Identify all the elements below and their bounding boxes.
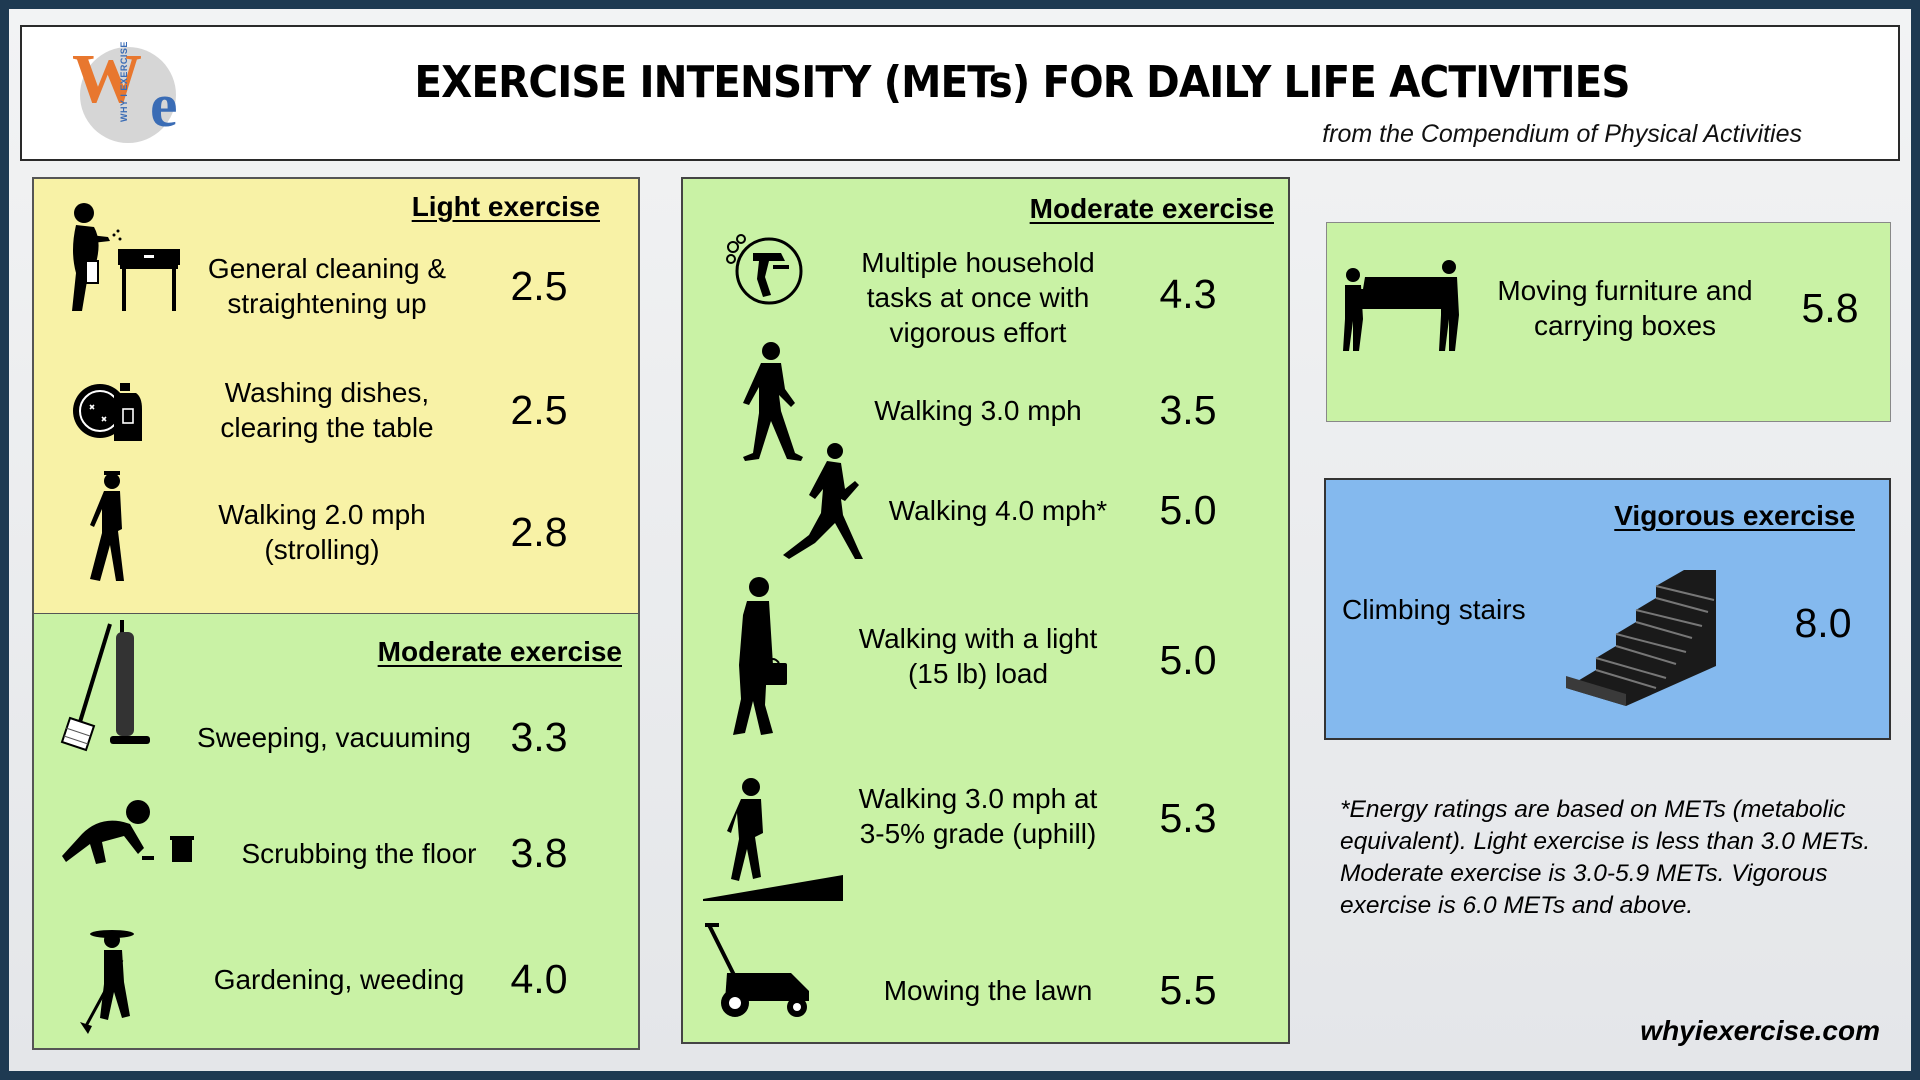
mets-walking-3mph: 3.5 — [1159, 387, 1217, 433]
lawn-mower-icon — [705, 923, 809, 1017]
stairs-icon — [1566, 570, 1716, 706]
activity-walking-3mph: Walking 3.0 mph — [874, 395, 1082, 426]
mets-sweeping: 3.3 — [510, 714, 568, 760]
moderate-exercise-heading-center: Moderate exercise — [1029, 193, 1274, 224]
moderate-exercise-heading-left: Moderate exercise — [377, 636, 622, 667]
broom-vacuum-icon — [60, 620, 150, 752]
light-exercise-panel: Light exercise General cleaning & straig… — [32, 177, 640, 615]
mets-washing-dishes: 2.5 — [510, 387, 568, 433]
moderate-exercise-panel-center: Moderate exercise Multiple household tas… — [681, 177, 1290, 1044]
page-subtitle: from the Compendium of Physical Activiti… — [1322, 120, 1802, 148]
page-title: EXERCISE INTENSITY (METs) FOR DAILY LIFE… — [414, 57, 1630, 108]
activity-household-tasks: Multiple household tasks at once with vi… — [861, 247, 1095, 348]
activity-climbing-stairs: Climbing stairs — [1342, 594, 1526, 625]
mets-walking-uphill: 5.3 — [1159, 795, 1217, 841]
website-url: whyiexercise.com — [1640, 1015, 1880, 1046]
activity-moving-furniture: Moving furniture and carrying boxes — [1497, 275, 1753, 341]
mets-gardening: 4.0 — [510, 956, 568, 1002]
activity-sweeping: Sweeping, vacuuming — [197, 722, 471, 753]
strolling-person-icon — [90, 471, 124, 581]
brisk-walker-icon — [783, 443, 863, 559]
walker-with-bag-icon — [733, 577, 787, 735]
walking-person-icon — [743, 342, 803, 461]
activity-mowing-lawn: Mowing the lawn — [883, 975, 1093, 1006]
logo-circle — [80, 47, 176, 143]
scrubbing-person-icon — [62, 800, 194, 864]
uphill-walker-icon — [703, 778, 843, 901]
mets-walking-4mph: 5.0 — [1159, 487, 1217, 533]
activity-gardening: Gardening, weeding — [213, 964, 465, 995]
mets-walking-2mph: 2.8 — [510, 509, 568, 555]
cleaning-person-icon — [72, 203, 180, 311]
activity-scrubbing-floor: Scrubbing the floor — [241, 838, 477, 869]
mets-moving-furniture: 5.8 — [1801, 285, 1859, 331]
vigorous-exercise-panel: Vigorous exercise Climbing stairs 8.0 — [1324, 478, 1891, 740]
mets-walking-light-load: 5.0 — [1159, 637, 1217, 683]
activity-walking-light-load: Walking with a light (15 lb) load — [858, 623, 1098, 689]
mets-climbing-stairs: 8.0 — [1794, 600, 1852, 646]
activity-walking-2mph: Walking 2.0 mph (strolling) — [218, 499, 426, 565]
mets-mowing-lawn: 5.5 — [1159, 967, 1217, 1013]
footnote: *Energy ratings are based on METs (metab… — [1340, 796, 1871, 919]
activity-washing-dishes: Washing dishes, clearing the table — [220, 377, 434, 443]
mets-scrubbing-floor: 3.8 — [510, 830, 568, 876]
gardener-icon — [80, 930, 134, 1034]
logo-small-text: WHY I EXERCISE — [119, 41, 129, 122]
mets-general-cleaning: 2.5 — [510, 263, 568, 309]
logo-letter-w: W — [72, 41, 142, 118]
mets-household-tasks: 4.3 — [1159, 271, 1217, 317]
household-tasks-icon — [726, 234, 803, 305]
vigorous-exercise-heading: Vigorous exercise — [1614, 500, 1855, 531]
activity-walking-uphill: Walking 3.0 mph at 3-5% grade (uphill) — [858, 783, 1098, 849]
logo-letter-e: e — [150, 72, 178, 140]
activity-walking-4mph: Walking 4.0 mph* — [888, 495, 1108, 526]
light-exercise-heading: Light exercise — [411, 191, 600, 222]
header: W e WHY I EXERCISE EXERCISE INTENSITY (M… — [20, 25, 1900, 161]
movers-couch-icon — [1343, 260, 1459, 351]
moderate-exercise-panel-left: Moderate exercise Sweeping, vacuuming 3.… — [32, 613, 640, 1050]
dish-soap-icon — [73, 383, 142, 441]
activity-general-cleaning: General cleaning & straightening up — [207, 253, 447, 319]
moving-furniture-panel: Moving furniture and carrying boxes 5.8 — [1326, 222, 1891, 422]
